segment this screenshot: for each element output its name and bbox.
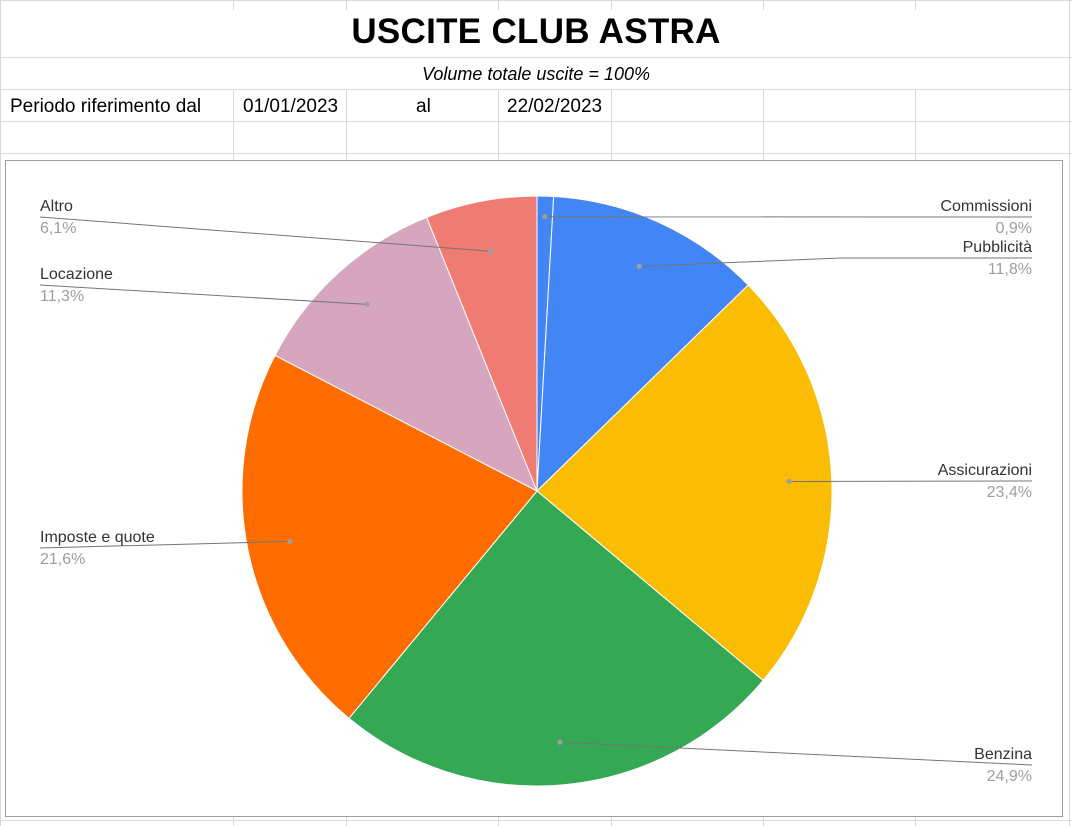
pie-slice-benzina[interactable] <box>348 490 764 787</box>
slice-value-locazione: 11,3% <box>40 288 84 305</box>
slice-value-commissioni: 0,9% <box>996 220 1032 237</box>
leader-dot-imposte-e-quote <box>287 538 293 545</box>
pie-chart[interactable]: Commissioni 0,9% Pubblicità 11,8% Assicurazi… <box>5 160 1063 817</box>
slice-value-imposte-e-quote: 21,6% <box>40 551 85 568</box>
pie-slice-locazione[interactable] <box>274 216 538 493</box>
date-from-cell[interactable]: 01/01/2023 <box>243 96 339 117</box>
slice-label-locazione: Locazione <box>40 266 113 283</box>
pie-slice-assicurazioni[interactable] <box>536 284 833 682</box>
leader-line-imposte-e-quote <box>39 540 290 549</box>
slice-value-assicurazioni: 23,4% <box>987 484 1032 501</box>
leader-line-pubblicita <box>639 257 1032 267</box>
pie-slice-imposte-e-quote[interactable] <box>241 354 538 720</box>
leader-line-locazione <box>39 284 368 305</box>
pie-chart-svg: Commissioni 0,9% Pubblicità 11,8% Assicurazi… <box>39 195 1033 787</box>
leader-line-altro <box>39 216 491 252</box>
sheet-subtitle[interactable]: Volume totale uscite = 100% <box>422 64 650 84</box>
leader-line-assicurazioni <box>788 480 1033 482</box>
period-label[interactable]: Periodo riferimento dal <box>10 96 202 117</box>
sheet-title[interactable]: USCITE CLUB ASTRA <box>351 12 721 51</box>
leader-dot-altro <box>487 248 494 254</box>
slice-label-assicurazioni: Assicurazioni <box>938 462 1032 479</box>
slice-label-imposte-e-quote: Imposte e quote <box>40 529 155 546</box>
date-to-cell[interactable]: 22/02/2023 <box>507 96 603 117</box>
leader-dot-locazione <box>364 301 370 307</box>
slice-value-altro: 6,1% <box>40 220 76 237</box>
pie-slice-pubblicita[interactable] <box>536 195 749 493</box>
slice-value-pubblicita: 11,8% <box>988 261 1032 278</box>
slice-value-benzina: 24,9% <box>987 768 1032 785</box>
leader-dot-benzina <box>557 739 563 745</box>
slice-label-altro: Altro <box>40 198 73 215</box>
leader-dot-assicurazioni <box>786 478 792 485</box>
leader-line-benzina <box>559 741 1033 766</box>
slice-label-pubblicita: Pubblicità <box>963 239 1032 256</box>
leader-dot-commissioni <box>542 214 548 220</box>
pie-slice-altro[interactable] <box>426 195 538 492</box>
slice-label-benzina: Benzina <box>974 746 1032 763</box>
slice-label-commissioni: Commissioni <box>940 198 1032 215</box>
al-label[interactable]: al <box>416 96 431 117</box>
leader-dot-pubblicita <box>636 263 642 269</box>
